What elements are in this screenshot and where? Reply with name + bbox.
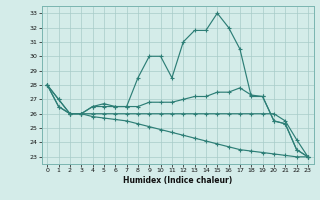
X-axis label: Humidex (Indice chaleur): Humidex (Indice chaleur) (123, 176, 232, 185)
